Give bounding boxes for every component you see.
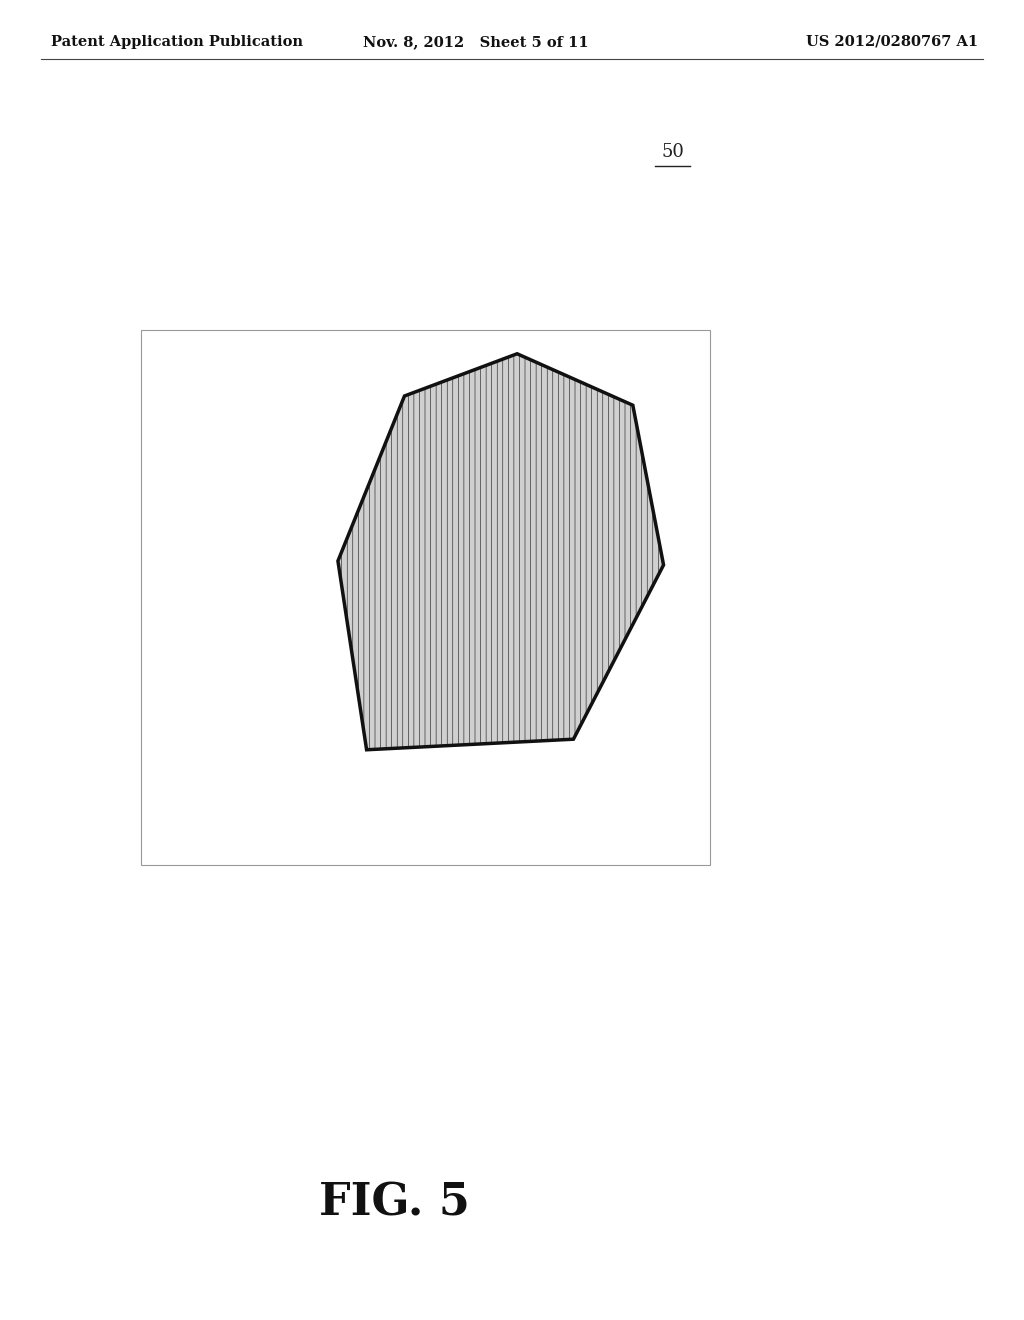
Text: Nov. 8, 2012   Sheet 5 of 11: Nov. 8, 2012 Sheet 5 of 11 bbox=[364, 34, 589, 49]
Text: FIG. 5: FIG. 5 bbox=[318, 1181, 470, 1225]
Text: Patent Application Publication: Patent Application Publication bbox=[51, 34, 303, 49]
Bar bbox=[141, 330, 710, 865]
Polygon shape bbox=[338, 354, 664, 750]
Text: 50: 50 bbox=[662, 143, 684, 161]
Text: US 2012/0280767 A1: US 2012/0280767 A1 bbox=[806, 34, 978, 49]
